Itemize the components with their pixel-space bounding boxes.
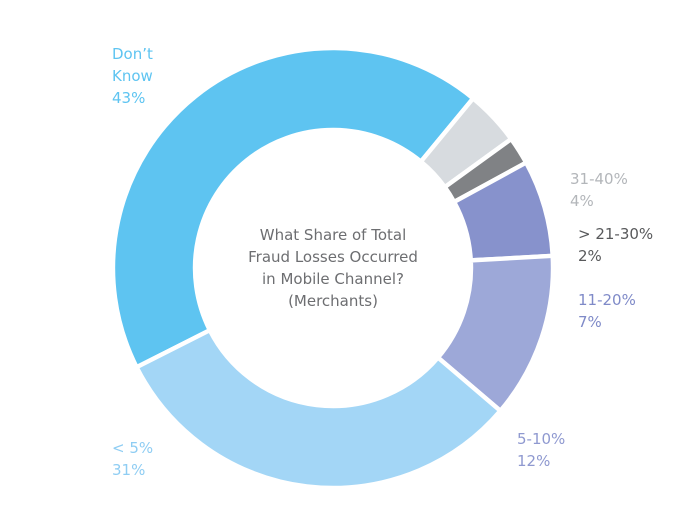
slice-label-0: Don’t Know 43%: [112, 45, 153, 107]
center-title-line: What Share of Total: [260, 226, 407, 244]
donut-slice-0: [110, 45, 477, 371]
slice-category-label: > 21-30%: [578, 225, 653, 243]
slice-category-label: 5-10%: [517, 430, 565, 448]
slice-label-4: 5-10% 12%: [517, 430, 565, 470]
slice-label-2: > 21-30% 2%: [578, 225, 653, 265]
slice-category-label: < 5%: [112, 439, 153, 457]
slice-value-label: 7%: [578, 313, 602, 331]
slice-category-label: Don’t: [112, 45, 153, 63]
slice-label-1: 31-40% 4%: [570, 170, 628, 210]
slice-category-label: 11-20%: [578, 291, 636, 309]
slice-labels: Don’t Know 43% 31-40% 4% > 21-30% 2% 11-20% 7% 5-…: [112, 45, 653, 479]
slice-value-label: 31%: [112, 461, 145, 479]
donut-slice-5: [133, 327, 504, 491]
donut-slices: [110, 45, 556, 491]
center-title-line: (Merchants): [288, 292, 378, 310]
slice-label-3: 11-20% 7%: [578, 291, 636, 331]
slice-category-label: Know: [112, 67, 153, 85]
center-title-line: Fraud Losses Occurred: [248, 248, 418, 266]
slice-label-5: < 5% 31%: [112, 439, 153, 479]
center-title-line: in Mobile Channel?: [262, 270, 404, 288]
slice-value-label: 2%: [578, 247, 602, 265]
slice-value-label: 12%: [517, 452, 550, 470]
slice-category-label: 31-40%: [570, 170, 628, 188]
chart-center-title: What Share of Total Fraud Losses Occurred…: [248, 226, 418, 310]
slice-value-label: 4%: [570, 192, 594, 210]
slice-value-label: 43%: [112, 89, 145, 107]
